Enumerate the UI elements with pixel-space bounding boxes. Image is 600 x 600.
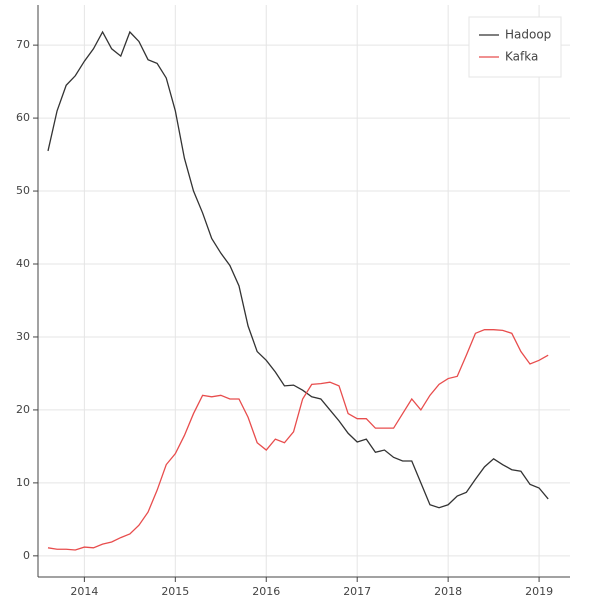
y-tick-label: 30 xyxy=(16,330,30,343)
x-tick-label: 2017 xyxy=(343,585,371,598)
x-tick-label: 2019 xyxy=(525,585,553,598)
y-tick-label: 40 xyxy=(16,257,30,270)
x-tick-label: 2018 xyxy=(434,585,462,598)
legend-box xyxy=(468,16,562,78)
line xyxy=(47,329,549,551)
y-tick-label: 20 xyxy=(16,403,30,416)
x-tick-label: 2016 xyxy=(252,585,280,598)
y-tick-label: 70 xyxy=(16,38,30,51)
x-tick-label: 2014 xyxy=(70,585,98,598)
legend-label: Kafka xyxy=(505,50,538,64)
y-tick-label: 0 xyxy=(23,549,30,562)
line xyxy=(47,30,549,509)
x-tick-label: 2015 xyxy=(161,585,189,598)
y-tick-label: 50 xyxy=(16,184,30,197)
y-tick-label: 10 xyxy=(16,476,30,489)
legend: Hadoop Kafka xyxy=(468,16,562,78)
y-tick-label: 60 xyxy=(16,111,30,124)
legend-label: Hadoop xyxy=(505,28,551,42)
